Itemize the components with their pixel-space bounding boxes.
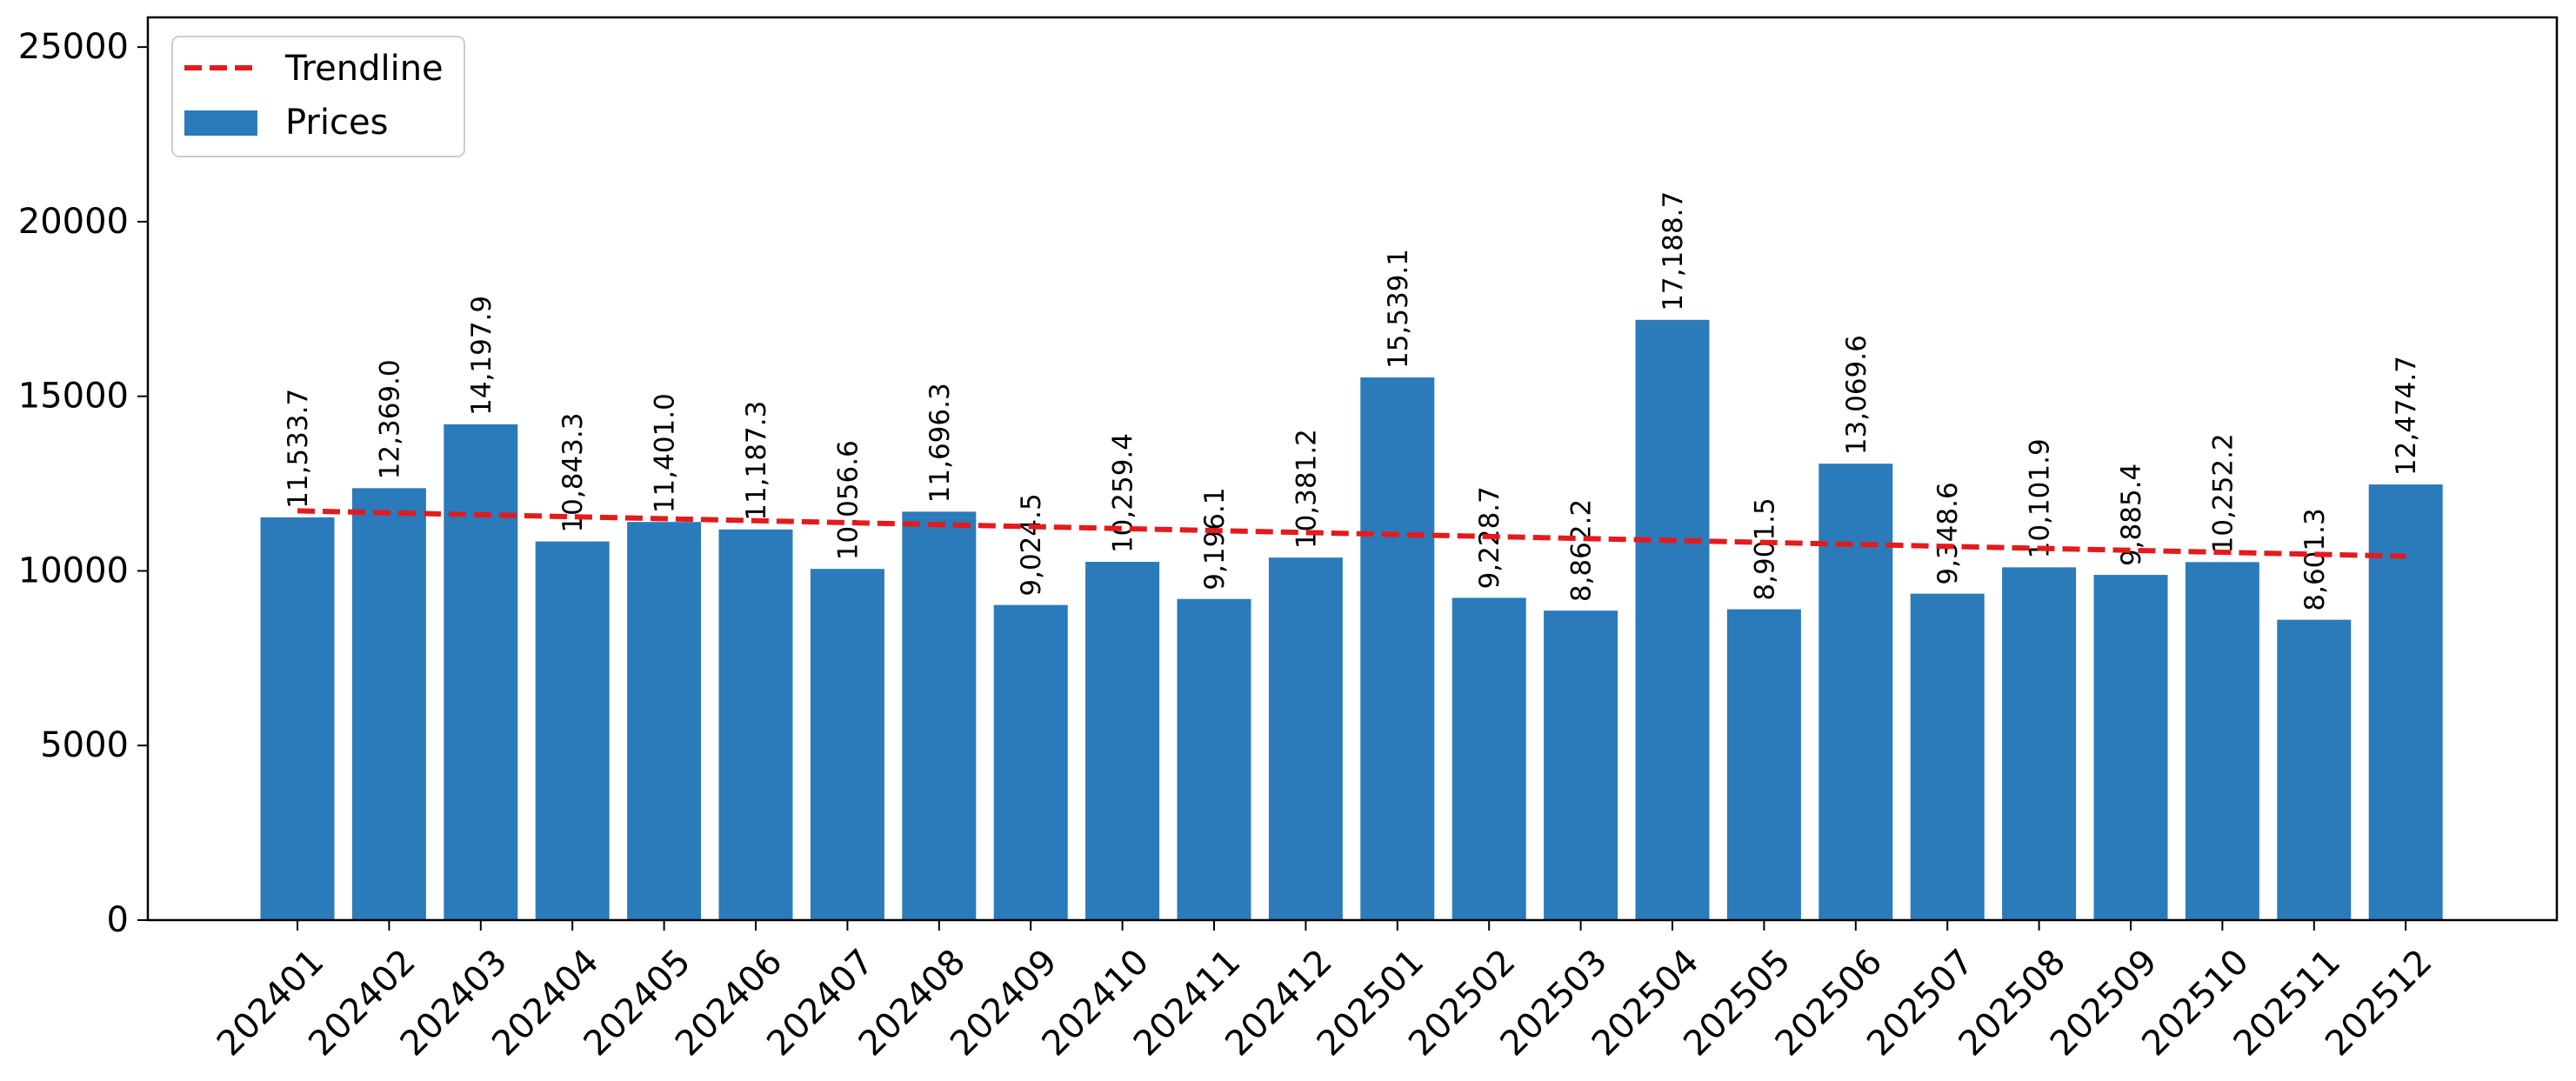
legend-prices-label: Prices [285,103,388,143]
bar-value-label: 15,539.1 [1383,249,1414,369]
bar-202408 [902,511,977,920]
bar-value-labels: 11,533.7 12,369.0 14,197.9 10,843.3 11,401.0… [283,191,2422,611]
bar-202506 [1819,464,1893,920]
legend-trendline-label: Trendline [284,49,444,89]
legend-prices-swatch [184,110,257,136]
y-tick-label: 10000 [18,551,129,591]
bar-value-label: 11,533.7 [283,389,314,509]
trendline [297,508,2406,559]
bar-202410 [1085,562,1160,920]
bar-value-label: 11,696.3 [924,383,956,503]
bar-202411 [1177,598,1251,920]
bar-202509 [2093,575,2168,920]
bar-value-label: 12,474.7 [2391,356,2422,476]
bar-202402 [351,488,426,920]
bar-202405 [627,522,702,920]
bar-value-label: 17,188.7 [1658,191,1689,311]
bar-value-label: 10,259.4 [1108,433,1139,553]
bar-value-label: 10,056.6 [832,440,864,560]
bar-202406 [718,529,793,920]
bar-value-label: 8,862.2 [1566,499,1598,602]
bar-202512 [2368,484,2443,920]
bar-202407 [810,569,884,920]
legend: Trendline Prices [171,36,465,157]
bar-202508 [2002,567,2077,920]
bar-value-label: 12,369.0 [374,359,405,479]
bar-202505 [1726,609,1801,920]
bar-202401 [260,517,335,920]
bar-value-label: 10,381.2 [1291,429,1322,549]
y-axis: 0 5000 10000 15000 20000 25000 [18,27,148,940]
bar-value-label: 9,196.1 [1199,487,1231,590]
y-tick-label: 5000 [40,725,129,765]
bar-value-label: 8,901.5 [1749,497,1780,600]
trendline-group [297,508,2406,559]
bar-value-label: 11,401.0 [650,393,681,513]
bar-202412 [1268,557,1343,920]
y-tick-label: 15000 [18,377,129,417]
bar-value-label: 9,348.6 [1932,482,1964,584]
bar-202503 [1544,611,1618,920]
bar-202502 [1452,597,1526,920]
bar-value-label: 13,069.6 [1841,335,1872,455]
y-tick-label: 20000 [18,202,129,242]
bar-value-label: 11,187.3 [741,401,772,521]
bar-value-label: 10,252.2 [2207,433,2239,553]
bar-202404 [535,541,610,920]
y-tick-label: 0 [107,900,129,940]
bar-202510 [2185,562,2259,920]
bar-202403 [444,424,518,920]
bar-202501 [1360,377,1435,920]
bar-value-label: 14,197.9 [466,296,497,416]
bar-202511 [2277,619,2352,920]
bar-202507 [1910,593,1985,920]
bar-value-label: 10,101.9 [2025,438,2056,558]
bars-group [260,319,2443,920]
bar-value-label: 10,843.3 [557,413,589,533]
bar-value-label: 8,601.3 [2299,508,2331,611]
bar-202504 [1635,319,1710,920]
y-tick-label: 25000 [18,27,129,67]
x-axis: 2024012024022024032024042024052024062024… [210,920,2440,1064]
plot-frame [146,16,2559,922]
bar-value-label: 9,024.5 [1016,493,1047,596]
bar-202409 [993,604,1068,920]
